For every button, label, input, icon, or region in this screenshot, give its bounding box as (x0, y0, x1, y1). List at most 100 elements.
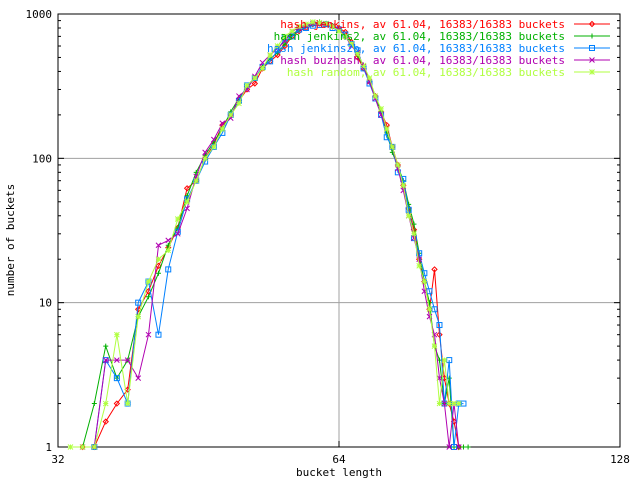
data-point-star (336, 28, 342, 35)
legend-entry-label: hash jenkins2, av 61.04, 16383/16383 buc… (274, 30, 565, 43)
data-point-plus (155, 270, 161, 276)
data-point-star (274, 43, 281, 49)
data-point-plus (145, 294, 151, 300)
data-point-star (436, 400, 443, 407)
data-point-star (360, 62, 367, 69)
data-point-x (193, 173, 200, 180)
legend-entry-label: hash random, av 61.04, 16383/16383 bucke… (287, 66, 565, 79)
data-point-x (155, 242, 162, 249)
data-point-star (323, 20, 329, 27)
data-point-star (251, 75, 258, 81)
data-point-diamond (431, 266, 438, 273)
data-point-star (135, 313, 142, 320)
data-point-diamond (102, 418, 109, 425)
data-point-diamond (134, 306, 142, 313)
series-line (82, 22, 460, 448)
data-point-square (436, 322, 443, 329)
data-point-diamond (183, 185, 191, 192)
data-point-diamond (259, 65, 266, 72)
data-point-square (451, 444, 458, 450)
data-point-star (589, 69, 595, 75)
series-4 (79, 20, 462, 450)
data-point-star (378, 106, 384, 112)
data-point-star (455, 400, 462, 407)
data-point-square (289, 33, 296, 40)
legend-entry-label: hash jenkins2b, av 61.04, 16383/16383 bu… (267, 42, 565, 55)
legend-entry-label: hash jenkins, av 61.04, 16383/16383 buck… (280, 18, 565, 31)
series-3 (91, 21, 467, 450)
data-point-star (366, 75, 373, 81)
data-point-star (329, 23, 336, 30)
data-point-x (202, 149, 208, 156)
data-point-x (145, 331, 152, 338)
y-tick-label: 1000 (26, 8, 53, 21)
data-point-square (405, 206, 412, 213)
data-point-square (155, 331, 162, 338)
data-point-x (174, 230, 181, 237)
data-point-star (165, 247, 172, 254)
x-axis-label: bucket length (296, 466, 382, 479)
data-point-star (383, 126, 390, 132)
data-point-star (296, 23, 302, 30)
data-point-plus (460, 444, 466, 450)
data-point-star (91, 444, 98, 450)
series-5 (67, 19, 462, 450)
data-point-x (441, 400, 448, 407)
data-point-diamond (588, 20, 596, 28)
data-point-star (421, 278, 428, 285)
data-point-star (426, 306, 433, 313)
legend-entry-label: hash buzhash, av 61.04, 16383/16383 buck… (280, 54, 565, 67)
data-point-x (219, 120, 226, 127)
series-line (93, 23, 464, 448)
data-point-square (267, 58, 274, 65)
data-point-x (455, 444, 462, 450)
data-point-star (67, 444, 74, 450)
data-point-star (227, 112, 234, 118)
data-point-star (405, 212, 412, 219)
series-line (82, 22, 460, 448)
data-point-star (174, 216, 181, 222)
data-point-diamond (281, 42, 289, 50)
y-tick-label: 100 (32, 152, 52, 165)
series-group (67, 19, 471, 451)
data-point-square (589, 45, 595, 51)
data-point-star (446, 400, 453, 407)
data-point-star (348, 41, 355, 47)
data-point-star (389, 144, 396, 150)
data-point-square (426, 288, 433, 295)
data-point-star (124, 400, 131, 407)
data-point-square (135, 299, 142, 306)
data-point-x (114, 357, 120, 363)
data-point-star (155, 256, 162, 263)
data-point-star (372, 93, 379, 99)
data-point-x (135, 375, 142, 381)
data-point-star (416, 262, 423, 269)
data-point-x (411, 235, 417, 241)
data-point-star (400, 182, 407, 189)
data-point-star (193, 177, 200, 184)
data-point-x (102, 357, 109, 363)
data-point-star (79, 444, 86, 450)
data-point-star (303, 21, 309, 28)
axis-ticks: 32 64 128 1 10 100 1000 (26, 8, 630, 466)
series-1 (79, 20, 462, 451)
data-point-diamond (436, 331, 443, 338)
data-point-x (244, 86, 250, 93)
data-point-square (378, 111, 385, 118)
data-point-star (354, 50, 361, 57)
data-point-star (114, 331, 120, 338)
y-tick-label: 10 (39, 297, 52, 310)
data-point-plus (411, 221, 417, 227)
x-tick-label: 32 (51, 453, 64, 466)
data-point-x (446, 444, 453, 450)
data-point-star (219, 126, 226, 132)
data-point-star (431, 343, 438, 349)
data-point-star (316, 19, 323, 26)
data-point-x (184, 205, 190, 212)
data-point-star (289, 28, 295, 35)
data-point-diamond (251, 80, 259, 87)
data-point-plus (91, 401, 97, 407)
data-point-plus (103, 343, 109, 349)
data-point-x (165, 237, 172, 244)
